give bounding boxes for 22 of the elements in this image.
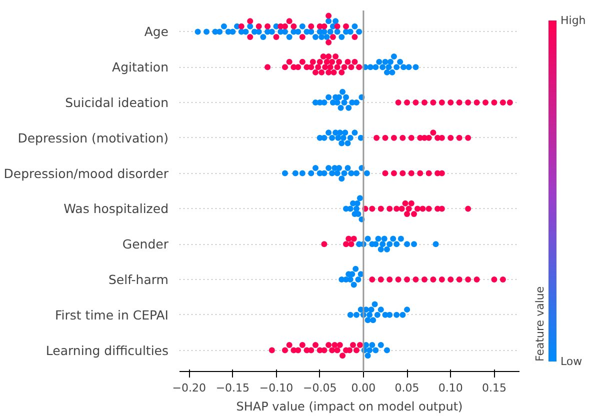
x-tick-label: −0.10: [259, 382, 294, 394]
x-tick-label: −0.15: [216, 382, 250, 394]
x-tick-label: 0.10: [438, 382, 463, 394]
y-tick-label: Gender: [122, 236, 170, 252]
y-tick-label: Was hospitalized: [64, 201, 168, 216]
y-tick-label: Agitation: [112, 60, 169, 75]
y-tick-label: First time in CEPAI: [55, 307, 169, 322]
x-axis-title: SHAP value (impact on model output): [236, 400, 463, 414]
y-tick-label: Depression/mood disorder: [4, 166, 170, 181]
y-tick-label: Age: [144, 24, 169, 40]
y-tick-label: Depression (motivation): [18, 130, 169, 146]
x-tick-label: 0.00: [351, 382, 376, 394]
x-tick-label: −0.05: [303, 382, 337, 394]
y-tick-label: Self-harm: [108, 272, 169, 287]
color-bar-label: Low: [560, 355, 582, 368]
y-tick-label: Learning difficulties: [46, 342, 168, 358]
color-bar-label: High: [560, 14, 586, 27]
x-tick-label: 0.05: [394, 382, 420, 394]
y-tick-label: Suicidal ideation: [65, 95, 169, 110]
x-tick-label: −0.20: [172, 382, 206, 394]
x-tick-label: 0.15: [482, 382, 506, 394]
color-bar-title: Feature value: [534, 286, 546, 362]
